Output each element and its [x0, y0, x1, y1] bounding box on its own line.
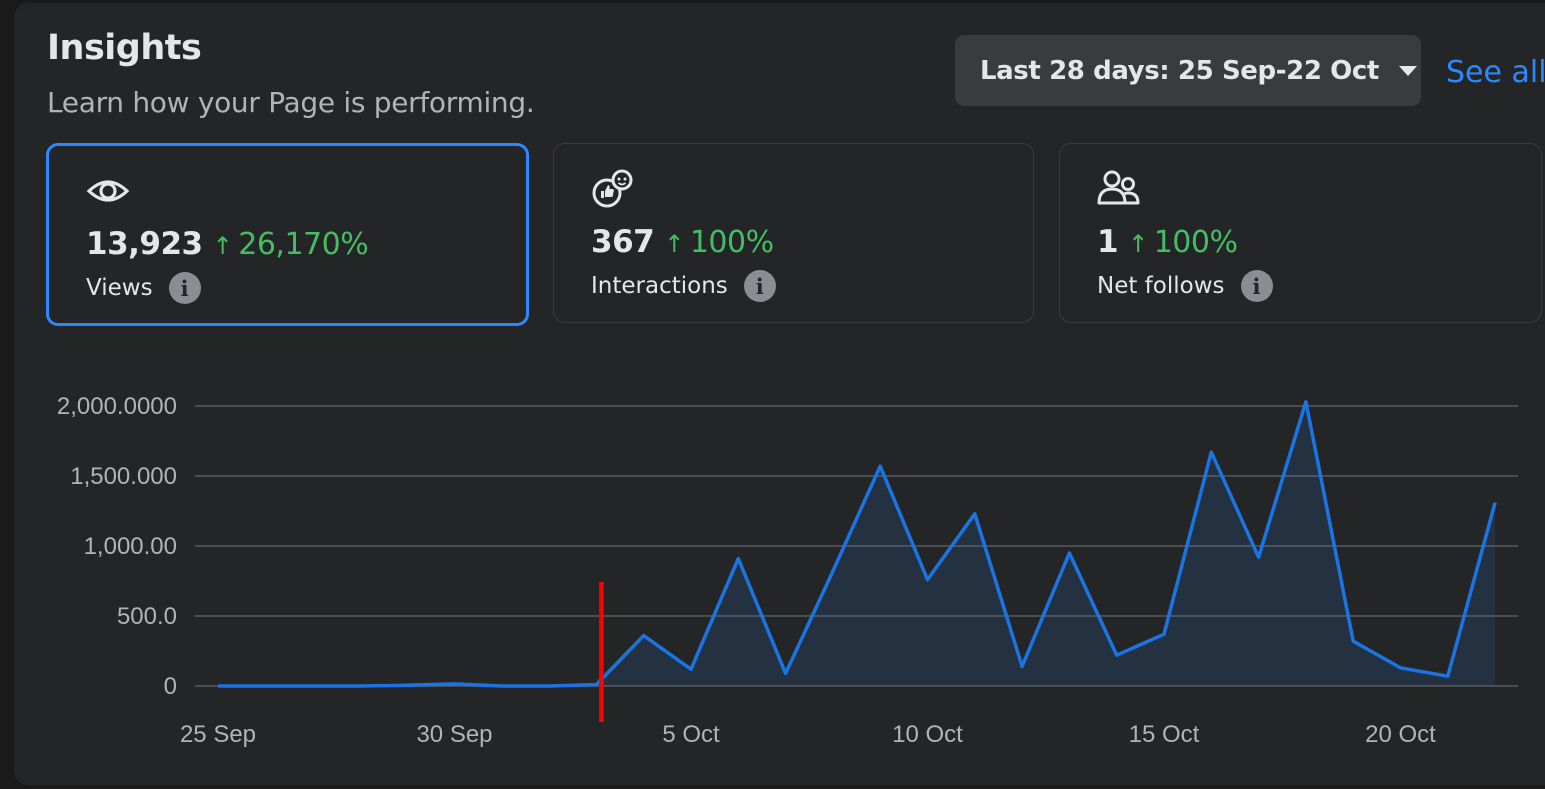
series-area [218, 401, 1496, 686]
caret-down-icon [1398, 65, 1417, 76]
metric-card-interactions[interactable]: 367 ↑ 100% Interactions i [553, 143, 1034, 323]
x-tick-label: 20 Oct [1365, 721, 1436, 748]
info-icon[interactable]: i [1240, 270, 1273, 302]
metric-value: 1 [1097, 224, 1119, 260]
page-title: Insights [47, 28, 202, 68]
y-tick-label: 1,500.000 [70, 463, 177, 490]
thumbs-up-emoji-icon [592, 169, 633, 208]
series-line [218, 400, 1497, 688]
y-tick-label: 2,000.0000 [57, 393, 177, 420]
arrow-up-icon: ↑ [664, 230, 684, 258]
metric-value: 367 [591, 224, 655, 260]
info-icon[interactable]: i [743, 270, 776, 302]
date-range-label: Last 28 days: 25 Sep-22 Oct [980, 55, 1379, 86]
x-tick-label: 5 Oct [662, 721, 720, 748]
info-icon[interactable]: i [168, 272, 201, 304]
metric-change-value: 26,170% [238, 227, 369, 262]
x-tick-label: 15 Oct [1129, 721, 1200, 748]
eye-icon [86, 180, 130, 202]
metric-name: Net follows [1097, 273, 1225, 299]
metric-name: Interactions [591, 273, 728, 299]
y-tick-label: 0 [164, 673, 177, 700]
see-all-link[interactable]: See all [1446, 55, 1545, 90]
metric-card-net-follows[interactable]: 1 ↑ 100% Net follows i [1059, 143, 1542, 323]
x-tick-label: 30 Sep [416, 721, 492, 748]
metric-change-value: 100% [689, 225, 774, 260]
metric-change: ↑ 100% [1128, 225, 1238, 260]
metric-change-value: 100% [1153, 225, 1238, 260]
metric-name: Views [86, 275, 153, 301]
metric-change: ↑ 100% [664, 225, 774, 260]
y-tick-label: 1,000.00 [84, 533, 177, 560]
date-range-dropdown[interactable]: Last 28 days: 25 Sep-22 Oct [955, 35, 1421, 106]
x-tick-label: 10 Oct [892, 721, 963, 748]
x-tick-label: 25 Sep [180, 721, 256, 748]
page-subtitle: Learn how your Page is performing. [47, 86, 535, 119]
arrow-up-icon: ↑ [1128, 230, 1148, 258]
people-icon [1097, 170, 1140, 205]
metric-change: ↑ 26,170% [213, 227, 369, 262]
metric-value: 13,923 [86, 226, 203, 262]
y-tick-label: 500.0 [117, 603, 177, 630]
metric-card-views[interactable]: 13,923 ↑ 26,170% Views i [46, 143, 529, 326]
arrow-up-icon: ↑ [212, 232, 233, 260]
